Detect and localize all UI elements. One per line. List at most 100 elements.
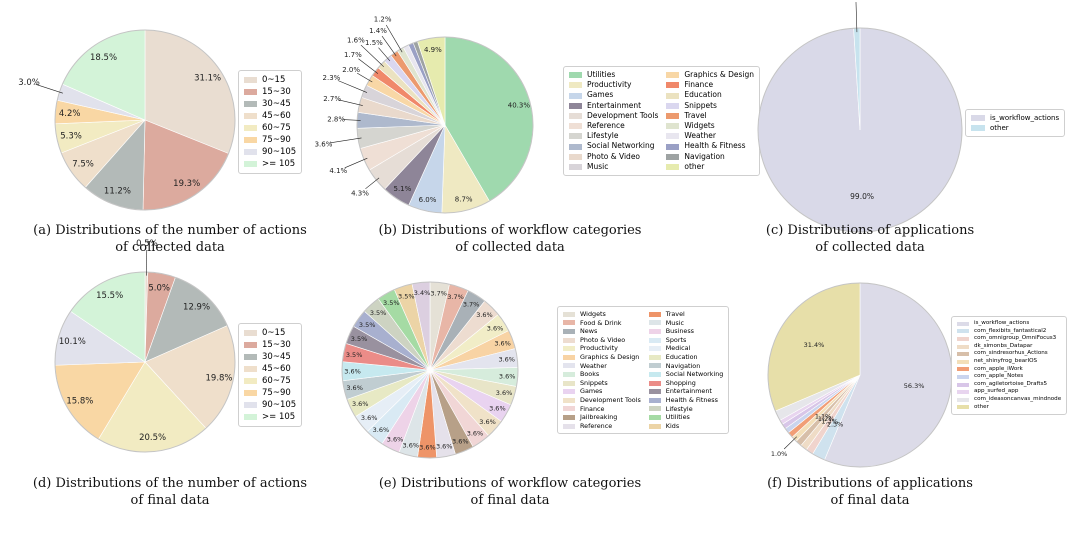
legend-label: Graphics & Design <box>684 70 754 79</box>
legend-swatch <box>957 321 969 326</box>
slice-label: 3.5% <box>351 335 368 343</box>
slice-label: 3.6% <box>452 438 469 446</box>
slice-label: 3.5% <box>359 321 376 329</box>
slice-label: 11.2% <box>104 186 131 196</box>
legend-item: is_workflow_actions <box>957 320 1061 328</box>
legend-item: Weather <box>563 362 641 371</box>
slice-label: 3.6% <box>499 372 516 380</box>
legend-swatch <box>563 414 575 420</box>
legend-label: other <box>684 161 705 171</box>
legend-swatch <box>957 336 969 341</box>
caption-c: (c) Distributions of applications of col… <box>720 222 1020 256</box>
legend-item: Lifestyle <box>569 131 658 141</box>
pie-chart-a: 31.1% 19.3% 11.2% 7.5% 5.3% 4.2% 3.0% 18.5% <box>18 29 236 211</box>
legend-item: Entertainment <box>648 387 724 396</box>
slice-label: 2.0% <box>342 66 360 74</box>
slice-label: 3.7% <box>430 289 447 297</box>
legend-label: Jailbreaking <box>580 413 618 422</box>
legend-swatch <box>563 363 575 369</box>
legend-item: Medical <box>648 344 724 353</box>
legend-swatch <box>244 366 257 372</box>
legend-label: other <box>974 403 989 410</box>
caption-f-line2: of final data <box>830 493 910 508</box>
legend-item: Utilities <box>569 70 658 80</box>
legend-item: >= 105 <box>244 411 296 423</box>
slice-label: 3.6% <box>419 444 436 452</box>
slice-label: 3.0% <box>18 78 40 88</box>
legend-label: Finance <box>580 404 605 413</box>
caption-c-line2: of collected data <box>815 240 925 255</box>
caption-f: (f) Distributions of applications of fin… <box>720 475 1020 509</box>
legend-item: 30~45 <box>244 98 296 110</box>
legend-swatch <box>569 92 582 99</box>
legend-item: com_agiletortoise_Drafts5 <box>957 381 1061 389</box>
legend-label: 0~15 <box>262 328 286 338</box>
legend-swatch <box>569 112 582 119</box>
pie-outline <box>54 29 236 211</box>
legend-label: 15~30 <box>262 340 291 350</box>
legend-label: Graphics & Design <box>580 352 640 361</box>
legend-item: Finance <box>666 80 754 90</box>
leader-line <box>337 80 368 93</box>
legend-swatch <box>957 344 969 349</box>
legend-swatch <box>563 346 575 352</box>
slice-label: 1.7% <box>344 51 362 59</box>
legend-swatch <box>957 405 969 410</box>
legend-swatch <box>666 92 680 99</box>
leader-line <box>378 47 391 62</box>
leader-line <box>381 35 397 57</box>
legend-d: 0~15 15~30 30~45 45~60 60~75 75~90 90~105 >= 10… <box>238 323 303 427</box>
legend-item: Productivity <box>569 80 658 90</box>
slice-label: 1.4% <box>369 27 387 35</box>
slice-label: 3.6% <box>315 140 333 148</box>
legend-label: 90~105 <box>262 400 297 410</box>
legend-label: 90~105 <box>262 147 297 157</box>
legend-swatch <box>666 123 680 130</box>
legend-label: Utilities <box>665 413 690 422</box>
slice-label: 19.8% <box>206 373 233 383</box>
legend-item: com_flexibits_fantastical2 <box>957 328 1061 336</box>
legend-item: com_ideasoncanvas_mindnode <box>957 396 1061 404</box>
legend-swatch <box>971 125 985 131</box>
slice-label: 15.5% <box>96 291 123 301</box>
slice-label: 10.1% <box>59 337 86 347</box>
legend-label: 60~75 <box>262 376 291 386</box>
legend-item: 60~75 <box>244 122 296 134</box>
legend-label: com_flexibits_fantastical2 <box>974 327 1047 334</box>
legend-swatch <box>569 163 582 170</box>
legend-label: Medical <box>665 344 691 353</box>
legend-label: Widgets <box>580 310 606 318</box>
legend-swatch <box>244 342 257 348</box>
legend-label: com_omnigroup_OmniFocus3 <box>974 335 1057 342</box>
legend-item: 75~90 <box>244 134 296 146</box>
legend-item: 0~15 <box>244 74 296 86</box>
legend-label: Music <box>587 161 609 171</box>
caption-f-line1: (f) Distributions of applications <box>767 476 973 491</box>
legend-swatch <box>569 82 582 89</box>
legend-swatch <box>971 115 985 121</box>
legend-swatch <box>563 311 575 317</box>
legend-swatch <box>648 346 661 352</box>
legend-swatch <box>244 354 257 360</box>
caption-b-line1: (b) Distributions of workflow categories <box>378 223 642 238</box>
legend-label: Snippets <box>580 378 608 387</box>
slice-label: 15.8% <box>66 396 93 406</box>
legend-label: Development Tools <box>587 110 659 120</box>
legend-label: Navigation <box>684 151 725 161</box>
legend-item: Snippets <box>666 101 754 111</box>
legend-item: Food & Drink <box>563 319 641 328</box>
slice-label: 2.3% <box>323 74 341 82</box>
slice-label: 3.6% <box>467 429 484 437</box>
legend-swatch <box>563 328 575 334</box>
slice-label: 1.0% <box>771 450 788 458</box>
legend-label: Food & Drink <box>580 318 622 327</box>
slice-label: 3.7% <box>447 293 464 301</box>
legend-item: Kids <box>648 422 724 431</box>
legend-label: Widgets <box>684 121 715 131</box>
leader-line <box>357 72 373 83</box>
legend-item: com_omnigroup_OmniFocus3 <box>957 335 1061 343</box>
legend-label: Photo & Video <box>587 151 641 161</box>
pie-chart-b: 40.3% 8.7% 6.0% 5.1% 4.3% 4.1% 3.6% 2.8% 2.7% 2.3… <box>315 15 534 214</box>
caption-c-line1: (c) Distributions of applications <box>765 223 975 238</box>
legend-label: Travel <box>684 110 707 120</box>
